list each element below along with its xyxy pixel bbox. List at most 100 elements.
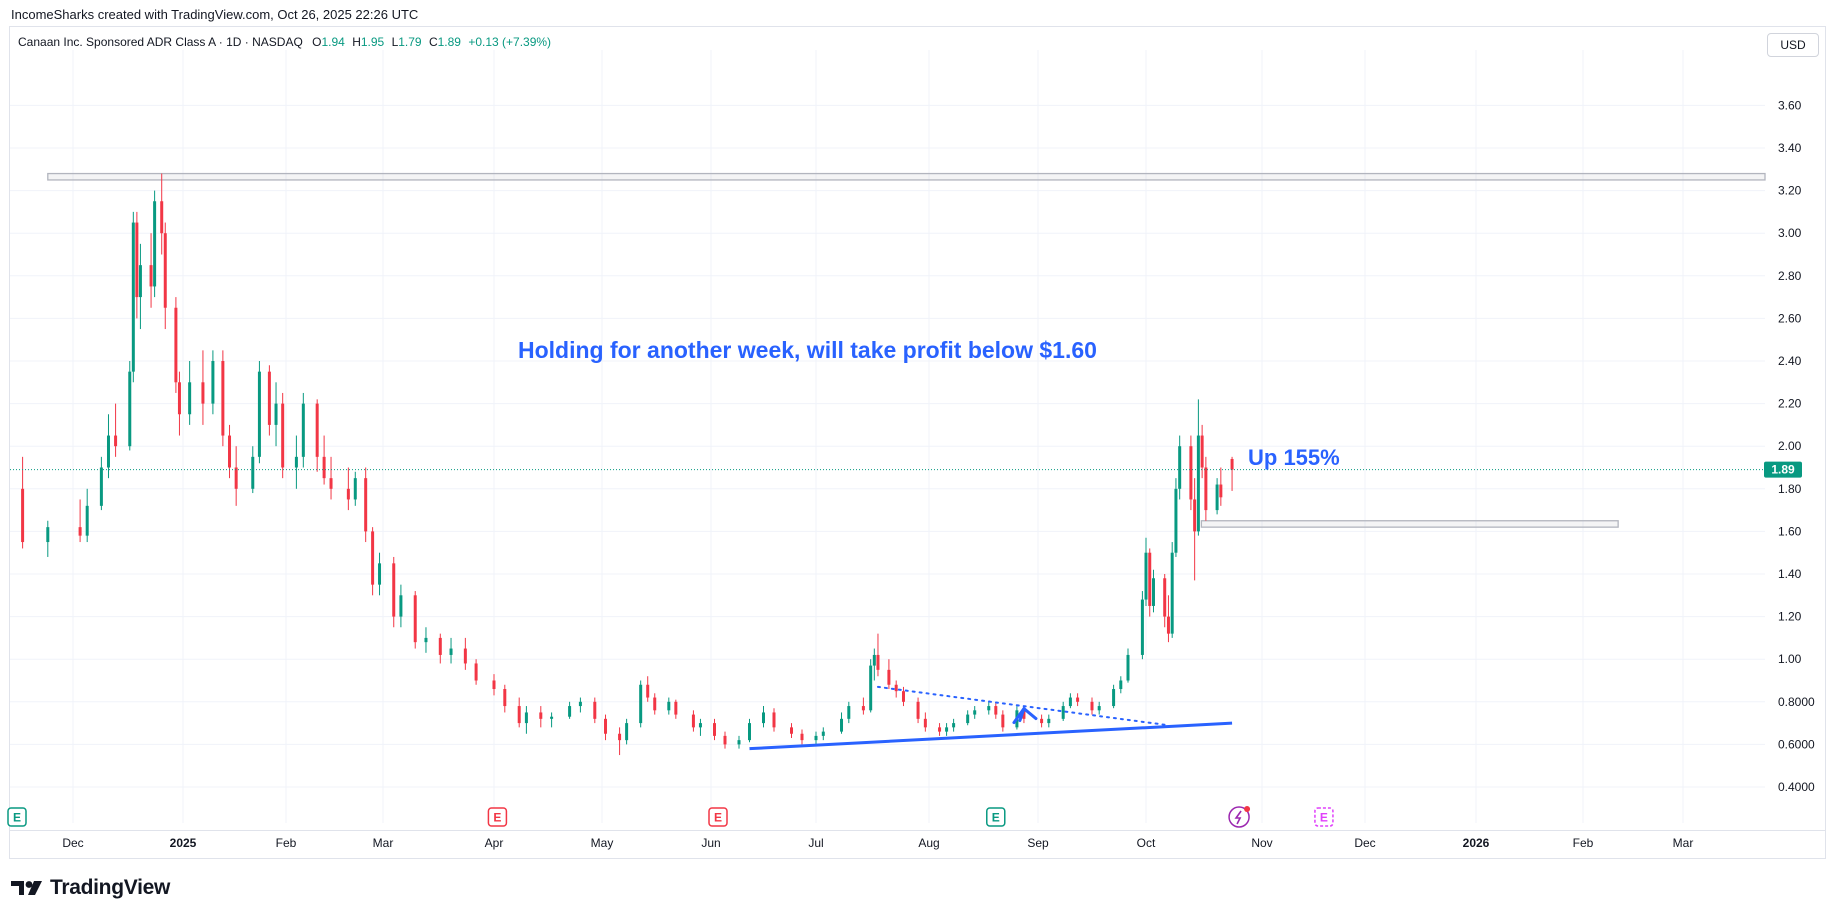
annotation-up-text: Up 155% [1248,445,1340,470]
candle [1047,714,1051,728]
candle [966,710,970,726]
low-value: 1.79 [398,35,422,49]
candle-body [723,735,727,745]
candle [698,718,702,736]
candle-body [847,706,851,719]
candle-body [952,723,956,728]
candle-body [329,478,333,489]
candle-body [1178,446,1182,489]
candle [392,556,396,628]
candle [346,467,350,511]
candle [923,712,927,732]
x-tick-label: Dec [1354,836,1375,850]
x-tick-label: Mar [373,836,394,850]
arrow-icon [1012,706,1038,725]
symbol-name: Canaan Inc. Sponsored ADR Class A · 1D ·… [18,35,303,49]
candle [987,701,991,715]
candle [840,712,844,734]
candle [814,731,818,745]
candle-body [346,488,350,500]
candle [1163,574,1167,628]
candle-body [1090,701,1094,711]
candle-body [876,654,880,670]
candle [916,697,920,724]
candle [1178,435,1182,500]
candle [945,723,949,736]
candle-body [449,648,453,655]
candle [762,706,765,728]
x-tick-label: Apr [485,836,504,850]
candle-body [315,403,319,457]
candle-body [691,714,695,728]
candle [463,637,467,670]
candle-body [539,712,543,719]
candle [177,371,181,436]
x-tick-label: Dec [62,836,83,850]
candle-body [85,505,89,536]
candle [174,297,178,393]
dotted-resistance-line [876,685,1170,727]
y-tick-label: 3.60 [1778,98,1802,112]
y-tick-label: 0.4000 [1778,780,1815,794]
candle-body [392,563,396,617]
candle-body [1112,689,1116,707]
tradingview-logo[interactable]: TradingView [11,876,170,900]
y-tick-label: 2.20 [1778,397,1802,411]
candle [748,718,751,743]
support-trendline [749,721,1233,751]
candle-body [106,435,110,468]
candle [424,627,428,653]
candle [1219,467,1223,506]
candle [114,403,118,457]
candle-body [945,727,949,732]
earnings-event-icon: E [7,807,27,827]
candle-body [748,723,751,741]
candle-body [639,684,643,724]
candle [1170,542,1174,638]
candle [228,424,232,479]
candle-body [234,467,238,489]
candle [106,414,110,479]
open-label: O [312,35,322,49]
y-tick-label: 3.00 [1778,226,1802,240]
candle [1230,456,1234,491]
candle-body [1189,446,1193,500]
candle-body [923,718,927,728]
candle [1148,548,1152,617]
candle [234,446,238,506]
x-tick-label: Jun [701,836,720,850]
earnings-letter: E [1320,811,1328,825]
candle-body [1097,706,1101,711]
tradingview-logo-icon [11,881,42,895]
candle-body [371,531,375,585]
candle [901,686,905,707]
candle-body [424,637,428,643]
candle-body [364,478,368,532]
candle-body [1174,488,1178,553]
candle [667,697,671,715]
candle [413,591,417,649]
candle [625,718,629,745]
x-tick-label: Jul [808,836,823,850]
candle [952,718,956,732]
candle-body [257,371,261,457]
candle-body [987,706,991,711]
candle [1151,569,1155,613]
x-tick-label: 2026 [1463,836,1490,850]
y-tick-label: 2.60 [1778,311,1802,325]
candle [1097,701,1101,715]
candle-body [1076,697,1080,702]
earnings-letter: E [493,811,501,825]
y-tick-label: 0.8000 [1778,695,1815,709]
candle [329,456,333,500]
x-tick-label: Aug [918,836,939,850]
candle-body [1200,435,1204,468]
candle-body [772,712,776,728]
notification-dot-icon [1244,806,1251,812]
currency-button[interactable]: USD [1767,33,1819,57]
candle-body [201,382,205,404]
candle [503,684,507,713]
candle [1119,676,1123,694]
candle-body [604,718,608,734]
